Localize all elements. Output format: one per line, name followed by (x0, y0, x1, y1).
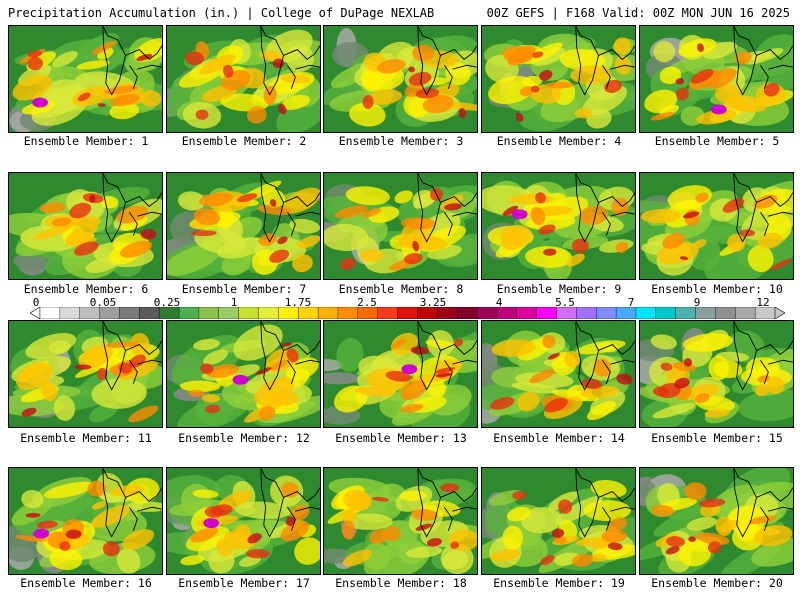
member-map-6 (8, 172, 163, 280)
color-swatch (317, 307, 339, 319)
color-scale-tick-label: 3.25 (419, 296, 447, 309)
member-label-11: Ensemble Member: 11 (20, 431, 152, 445)
member-map-5 (639, 25, 794, 133)
color-swatch (456, 307, 478, 319)
member-map-8 (323, 172, 478, 280)
member-label-19: Ensemble Member: 19 (493, 576, 625, 590)
member-map-17 (166, 467, 321, 575)
color-scale-tick-label: 2.5 (357, 296, 377, 309)
member-map-2 (166, 25, 321, 133)
color-scale-tick-label: 9 (693, 296, 701, 309)
member-label-14: Ensemble Member: 14 (493, 431, 625, 445)
color-swatch (258, 307, 279, 319)
member-map-7 (166, 172, 321, 280)
member-map-18 (323, 467, 478, 575)
member-label-20: Ensemble Member: 20 (651, 576, 783, 590)
member-map-12 (166, 320, 321, 428)
member-map-9 (481, 172, 636, 280)
color-swatch (39, 307, 61, 319)
color-scale-bar (30, 307, 785, 319)
member-map-1 (8, 25, 163, 133)
color-swatch (655, 307, 677, 319)
color-swatch (377, 307, 399, 319)
member-label-1: Ensemble Member: 1 (23, 134, 149, 148)
member-label-10: Ensemble Member: 10 (651, 282, 783, 296)
member-label-8: Ensemble Member: 8 (338, 282, 464, 296)
member-label-12: Ensemble Member: 12 (178, 431, 310, 445)
member-label-7: Ensemble Member: 7 (181, 282, 307, 296)
member-map-19 (481, 467, 636, 575)
color-swatch (516, 307, 538, 319)
member-map-10 (639, 172, 794, 280)
color-swatch (635, 307, 657, 319)
run-info: 00Z GEFS | F168 Valid: 00Z MON JUN 16 20… (486, 6, 790, 20)
color-scale-tick-label: 4 (495, 296, 503, 309)
color-swatch (178, 307, 200, 319)
member-label-2: Ensemble Member: 2 (181, 134, 307, 148)
color-swatch (576, 307, 597, 319)
color-scale-tick-label: 0.05 (89, 296, 117, 309)
color-scale-tick-label: 0 (32, 296, 40, 309)
member-label-5: Ensemble Member: 5 (654, 134, 780, 148)
color-scale-tick-label: 1.75 (284, 296, 312, 309)
member-map-14 (481, 320, 636, 428)
color-scale-tick-label: 12 (756, 296, 770, 309)
color-scale-tick-label: 1 (230, 296, 238, 309)
color-swatch (238, 307, 260, 319)
member-map-11 (8, 320, 163, 428)
color-scale-tick-label: 0.25 (153, 296, 181, 309)
color-swatch (119, 307, 140, 319)
member-label-6: Ensemble Member: 6 (23, 282, 149, 296)
color-swatch (198, 307, 220, 319)
color-swatch (59, 307, 81, 319)
member-map-13 (323, 320, 478, 428)
member-label-13: Ensemble Member: 13 (335, 431, 467, 445)
color-swatch (596, 307, 617, 319)
page-title: Precipitation Accumulation (in.) | Colle… (8, 6, 435, 20)
member-label-16: Ensemble Member: 16 (20, 576, 152, 590)
color-swatch (397, 307, 418, 319)
member-map-20 (639, 467, 794, 575)
member-label-3: Ensemble Member: 3 (338, 134, 464, 148)
color-scale-tick-label: 7 (627, 296, 635, 309)
member-map-4 (481, 25, 636, 133)
member-label-4: Ensemble Member: 4 (496, 134, 622, 148)
member-map-15 (639, 320, 794, 428)
member-label-17: Ensemble Member: 17 (178, 576, 310, 590)
color-scale-tick-label: 5.5 (555, 296, 575, 309)
member-label-18: Ensemble Member: 18 (335, 576, 467, 590)
member-map-16 (8, 467, 163, 575)
color-swatch (476, 307, 498, 319)
member-label-9: Ensemble Member: 9 (496, 282, 622, 296)
color-swatch (536, 307, 557, 319)
color-swatch (337, 307, 359, 319)
color-swatch (715, 307, 736, 319)
member-label-15: Ensemble Member: 15 (651, 431, 783, 445)
member-map-3 (323, 25, 478, 133)
color-swatch (735, 307, 756, 319)
